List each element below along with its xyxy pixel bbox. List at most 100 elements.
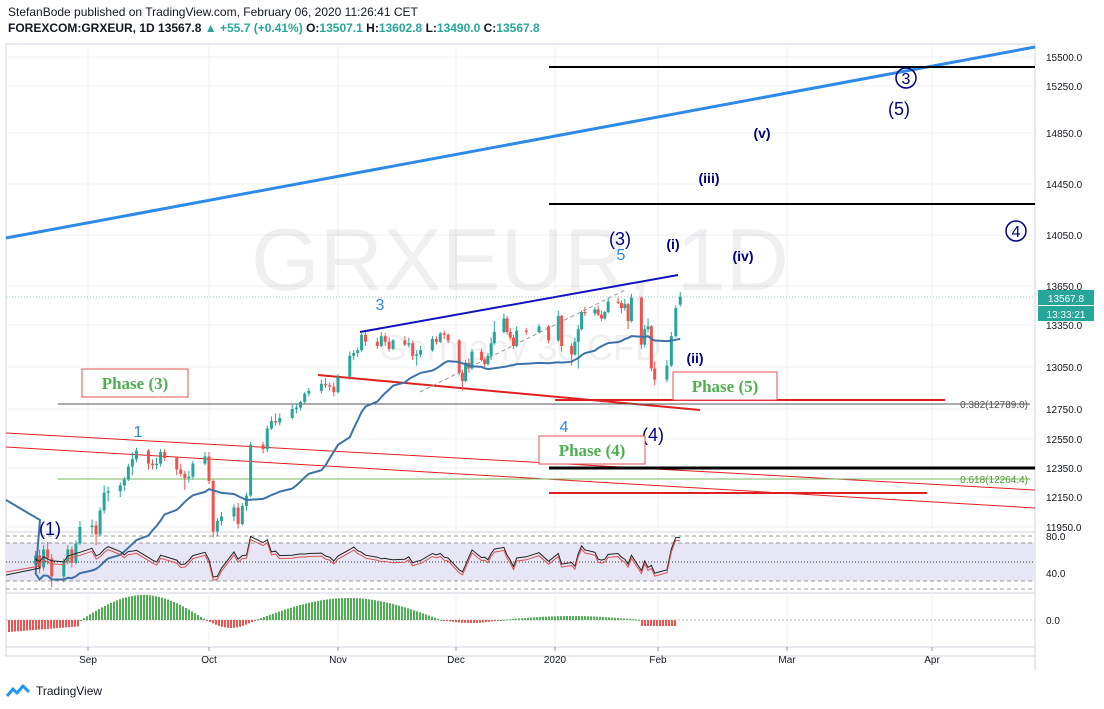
candle-body [236, 507, 240, 524]
histogram-bar [275, 612, 277, 620]
candle-body [556, 315, 560, 341]
price-change: +55.7 (+0.41%) [220, 21, 303, 35]
histogram-bar [206, 620, 208, 621]
histogram-bar [632, 619, 634, 621]
histogram-bar [542, 616, 544, 620]
candle-body [616, 301, 620, 303]
histogram-bar [617, 618, 619, 620]
histogram-bar [476, 620, 478, 623]
wave-label: (i) [666, 236, 679, 252]
price-tick-label: 15500.0 [1046, 53, 1083, 64]
wave-label: 1 [134, 424, 143, 441]
histogram-bar [485, 620, 487, 623]
candle-body [274, 421, 278, 423]
candle-body [62, 561, 66, 577]
histogram-bar [500, 620, 502, 621]
histogram-bar [89, 614, 91, 620]
histogram-bar [140, 595, 142, 620]
histogram-bar [185, 607, 187, 620]
histogram-bar [137, 595, 139, 620]
histogram-bar [53, 620, 55, 629]
histogram-bar [593, 616, 595, 620]
last-price: 13567.8 [158, 21, 202, 35]
candle-body [134, 450, 138, 460]
candle-body [163, 452, 167, 458]
tradingview-brand: TradingView [36, 684, 103, 698]
wave-label: (ii) [686, 350, 703, 366]
histogram-bar [119, 599, 121, 620]
histogram-bar [587, 616, 589, 620]
histogram-bar [419, 612, 421, 620]
oscillator-tick-label: 40.0 [1046, 569, 1066, 580]
chart-canvas[interactable]: GRXEUR, 1D Germany 30 CFD 0.382(12789.0) 0.… [0, 0, 1104, 680]
candle-body [179, 469, 183, 474]
histogram-bar [281, 610, 283, 620]
histogram-bar [155, 596, 157, 620]
histogram-bar [629, 619, 631, 621]
candle-body [232, 507, 236, 517]
histogram-bar [461, 620, 463, 623]
candle-body [290, 409, 294, 418]
histogram-bar [662, 620, 664, 626]
wave-circle [895, 67, 917, 89]
histogram-bar [473, 620, 475, 623]
price-tick-label: 12550.0 [1046, 435, 1083, 446]
candle-body [336, 376, 340, 393]
candle-body [278, 418, 282, 423]
histogram-bar [353, 598, 355, 620]
histogram-bar [107, 604, 109, 620]
time-tick-label: Apr [924, 655, 940, 666]
wave-label: (1) [39, 519, 61, 539]
candle-body [360, 334, 364, 351]
fib-level-label: 0.618(12264.4) [960, 475, 1028, 486]
histogram-bar [47, 620, 49, 629]
histogram-bar [452, 620, 454, 622]
candle-body [576, 329, 580, 342]
histogram-bar [482, 620, 484, 623]
high-label: H: [366, 21, 379, 35]
histogram-bar [374, 600, 376, 620]
histogram-bar [599, 616, 601, 620]
histogram-bar [80, 620, 82, 621]
histogram-bar [131, 596, 133, 620]
symbol-name[interactable]: FOREXCOM:GRXEUR, 1D [8, 21, 155, 35]
histogram-bar [239, 620, 241, 627]
phase-label-box [538, 435, 646, 465]
oscillator-band [6, 543, 1035, 581]
histogram-bar [251, 620, 253, 622]
candle-body [391, 340, 395, 349]
histogram-bar [50, 620, 52, 629]
candle-body [34, 555, 38, 565]
histogram-bar [215, 620, 217, 625]
histogram-bar [224, 620, 226, 628]
candle-body [155, 463, 159, 466]
histogram-bar [530, 617, 532, 620]
candle-body [106, 491, 110, 493]
price-tick-label: 14450.0 [1046, 180, 1083, 191]
price-badge-bg [1038, 290, 1094, 305]
histogram-bar [218, 620, 220, 626]
histogram-bar [578, 616, 580, 620]
candle-body [486, 355, 490, 365]
histogram-bar [359, 598, 361, 620]
candle-body [524, 330, 528, 332]
histogram-bar [506, 619, 508, 621]
candle-body [375, 341, 379, 346]
histogram-bar [26, 620, 28, 631]
candle-body [319, 383, 323, 391]
trendline-channel-upper [5, 432, 1036, 491]
histogram-bar [341, 598, 343, 620]
histogram-bar [134, 595, 136, 620]
histogram-bar [644, 620, 646, 626]
histogram-bar [272, 613, 274, 620]
candle-body [457, 340, 461, 373]
histogram-bar [383, 601, 385, 620]
histogram-bar [335, 598, 337, 620]
histogram-bar [638, 619, 640, 621]
candle-body [547, 326, 551, 341]
histogram-bar [143, 595, 145, 620]
histogram-bar [533, 617, 535, 620]
histogram-bar [173, 601, 175, 620]
candle-body [130, 459, 134, 467]
histogram-bar [641, 620, 643, 626]
